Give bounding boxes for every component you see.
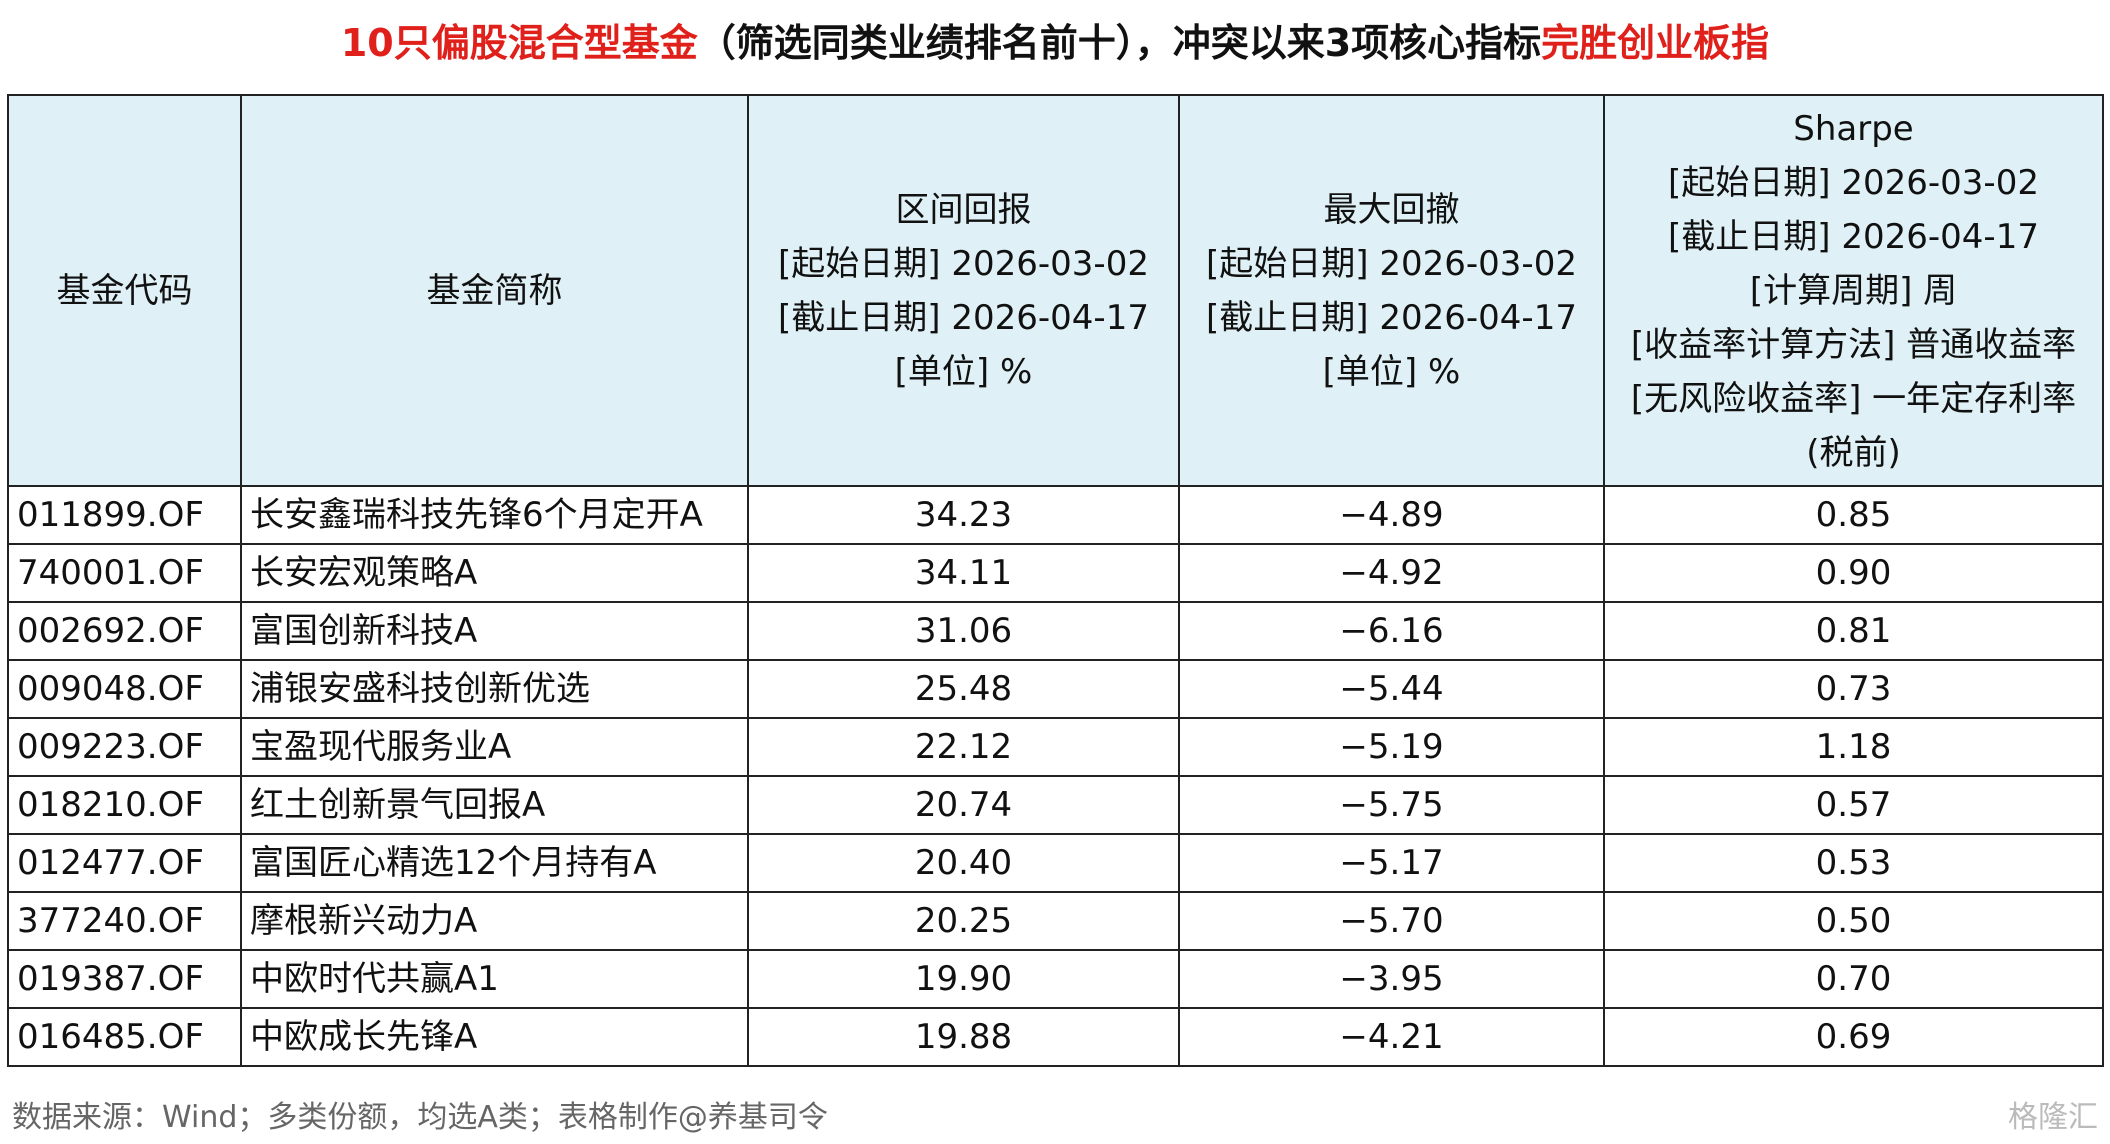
table-cell: −6.16: [1178, 601, 1605, 661]
table-row: 011899.OF 长安鑫瑞科技先锋6个月定开A 34.23 −4.89 0.85: [7, 485, 2104, 545]
table-cell: 0.73: [1603, 659, 2104, 719]
table-cell: −5.44: [1178, 659, 1605, 719]
header-line: (税前): [1806, 432, 1901, 473]
table-cell: 19.90: [747, 949, 1180, 1009]
header-line: [单位] %: [894, 351, 1033, 392]
table-cell: 0.57: [1603, 775, 2104, 835]
table-cell: 20.74: [747, 775, 1180, 835]
table-row: 019387.OF 中欧时代共赢A1 19.90 −3.95 0.70: [7, 949, 2104, 1009]
table-cell: 25.48: [747, 659, 1180, 719]
table-cell: 20.25: [747, 891, 1180, 951]
title: 10只偏股混合型基金（筛选同类业绩排名前十），冲突以来3项核心指标完胜创业板指: [0, 14, 2110, 72]
header-line: [无风险收益率] 一年定存利率: [1630, 378, 2077, 419]
table-cell: 22.12: [747, 717, 1180, 777]
header-line: [起始日期] 2026-03-02: [1668, 162, 2039, 203]
table-cell: 0.85: [1603, 485, 2104, 545]
table-cell: 0.53: [1603, 833, 2104, 893]
table-cell: 长安宏观策略A: [240, 543, 749, 603]
table-cell: 19.88: [747, 1007, 1180, 1067]
table-cell: 1.18: [1603, 717, 2104, 777]
table-cell: −5.70: [1178, 891, 1605, 951]
table-cell: −5.19: [1178, 717, 1605, 777]
header-line: [起始日期] 2026-03-02: [1206, 243, 1577, 284]
table-row: 377240.OF 摩根新兴动力A 20.25 −5.70 0.50: [7, 891, 2104, 951]
table-cell: 0.81: [1603, 601, 2104, 661]
table-cell: 012477.OF: [7, 833, 242, 893]
header-line: Sharpe: [1793, 108, 1914, 149]
header-line: [收益率计算方法] 普通收益率: [1630, 324, 2077, 365]
header-line: [截止日期] 2026-04-17: [1668, 216, 2039, 257]
table-cell: 0.70: [1603, 949, 2104, 1009]
table-cell: 740001.OF: [7, 543, 242, 603]
table-cell: 富国创新科技A: [240, 601, 749, 661]
header-line: 基金代码: [56, 270, 193, 311]
fund-table: 基金代码 基金简称 区间回报 [起始日期] 2026-03-02 [截止日期] 2026…: [7, 94, 2104, 1067]
table-row: 012477.OF 富国匠心精选12个月持有A 20.40 −5.17 0.53: [7, 833, 2104, 893]
table-row: 002692.OF 富国创新科技A 31.06 −6.16 0.81: [7, 601, 2104, 661]
watermark: 格隆汇: [2008, 1100, 2098, 1135]
header-line: [截止日期] 2026-04-17: [1206, 297, 1577, 338]
table-cell: 009048.OF: [7, 659, 242, 719]
table-cell: 377240.OF: [7, 891, 242, 951]
table-cell: 009223.OF: [7, 717, 242, 777]
header-line: [截止日期] 2026-04-17: [778, 297, 1149, 338]
header-line: [起始日期] 2026-03-02: [778, 243, 1149, 284]
header-cell: 最大回撤 [起始日期] 2026-03-02 [截止日期] 2026-04-17 [单…: [1178, 94, 1605, 487]
table-cell: 宝盈现代服务业A: [240, 717, 749, 777]
table-cell: 011899.OF: [7, 485, 242, 545]
table-row: 009048.OF 浦银安盛科技创新优选 25.48 −5.44 0.73: [7, 659, 2104, 719]
table-body: 011899.OF 长安鑫瑞科技先锋6个月定开A 34.23 −4.89 0.85 740…: [7, 485, 2104, 1067]
table-cell: 31.06: [747, 601, 1180, 661]
table-cell: 018210.OF: [7, 775, 242, 835]
header-line: 区间回报: [895, 189, 1032, 230]
table-cell: 中欧成长先锋A: [240, 1007, 749, 1067]
header-line: [计算周期] 周: [1749, 270, 1958, 311]
header-line: [单位] %: [1322, 351, 1461, 392]
table-row: 740001.OF 长安宏观策略A 34.11 −4.92 0.90: [7, 543, 2104, 603]
header-cell: Sharpe [起始日期] 2026-03-02 [截止日期] 2026-04-17…: [1603, 94, 2104, 487]
table-cell: 016485.OF: [7, 1007, 242, 1067]
table-cell: −5.75: [1178, 775, 1605, 835]
table-cell: 红土创新景气回报A: [240, 775, 749, 835]
table-cell: 富国匠心精选12个月持有A: [240, 833, 749, 893]
table-cell: −5.17: [1178, 833, 1605, 893]
title-part: （筛选同类业绩排名前十），冲突以来3项核心指标: [697, 21, 1542, 65]
table-cell: −4.89: [1178, 485, 1605, 545]
table-row: 018210.OF 红土创新景气回报A 20.74 −5.75 0.57: [7, 775, 2104, 835]
table-cell: 34.23: [747, 485, 1180, 545]
table-row: 016485.OF 中欧成长先锋A 19.88 −4.21 0.69: [7, 1007, 2104, 1067]
header-cell: 区间回报 [起始日期] 2026-03-02 [截止日期] 2026-04-17 [单…: [747, 94, 1180, 487]
table-cell: 0.90: [1603, 543, 2104, 603]
table-cell: 摩根新兴动力A: [240, 891, 749, 951]
table-cell: 019387.OF: [7, 949, 242, 1009]
table-row: 009223.OF 宝盈现代服务业A 22.12 −5.19 1.18: [7, 717, 2104, 777]
header-cell: 基金代码: [7, 94, 242, 487]
header-line: 最大回撤: [1323, 189, 1460, 230]
table-cell: 中欧时代共赢A1: [240, 949, 749, 1009]
header-line: 基金简称: [426, 270, 563, 311]
table-cell: 0.69: [1603, 1007, 2104, 1067]
table-cell: 34.11: [747, 543, 1180, 603]
header-row: 基金代码 基金简称 区间回报 [起始日期] 2026-03-02 [截止日期] 2026…: [7, 94, 2104, 487]
table-cell: 0.50: [1603, 891, 2104, 951]
table-cell: 浦银安盛科技创新优选: [240, 659, 749, 719]
title-part: 10只偏股混合型基金: [340, 21, 698, 65]
source-note: 数据来源：Wind；多类份额，均选A类；表格制作@养基司令: [12, 1100, 828, 1135]
header-cell: 基金简称: [240, 94, 749, 487]
table-cell: −4.21: [1178, 1007, 1605, 1067]
table-cell: 长安鑫瑞科技先锋6个月定开A: [240, 485, 749, 545]
table-cell: 002692.OF: [7, 601, 242, 661]
table-cell: −4.92: [1178, 543, 1605, 603]
table-cell: −3.95: [1178, 949, 1605, 1009]
title-part: 完胜创业板指: [1541, 21, 1770, 65]
table-cell: 20.40: [747, 833, 1180, 893]
